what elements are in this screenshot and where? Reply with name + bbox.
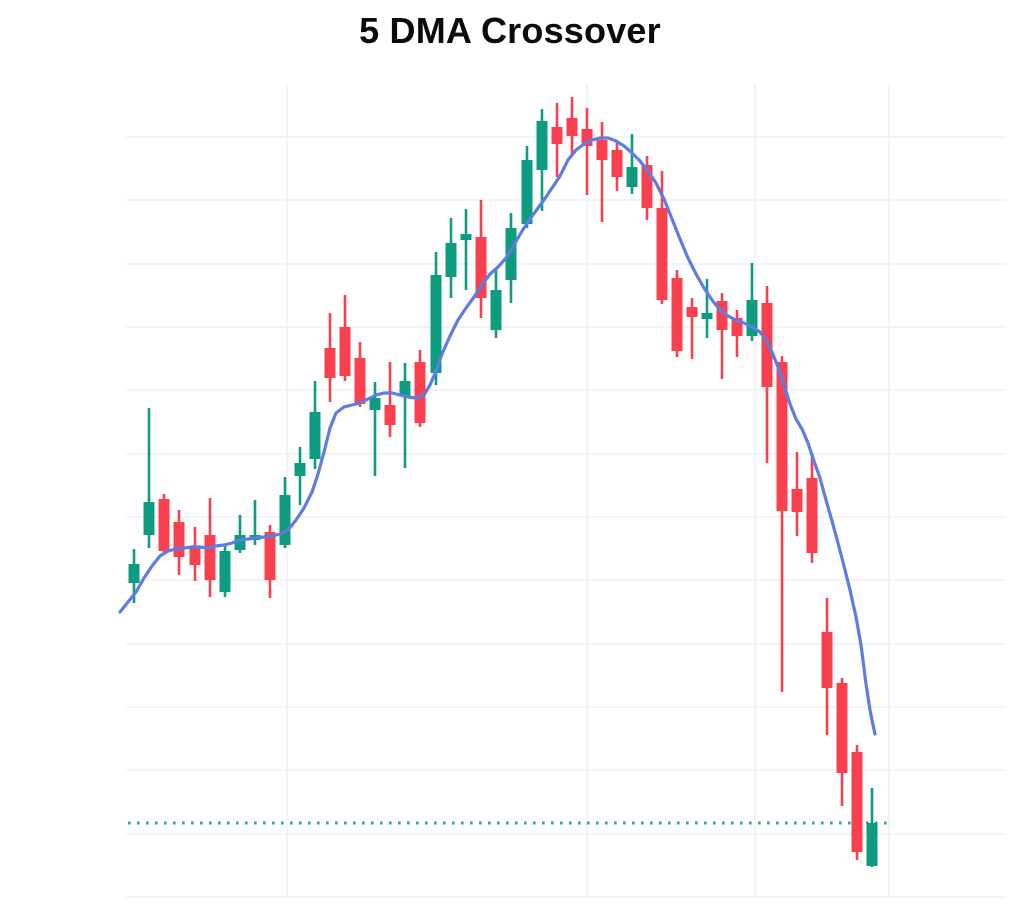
candle-body-up: [490, 290, 502, 330]
candle-body-down: [189, 547, 201, 565]
candle-body-up: [309, 412, 321, 459]
candle-body-down: [656, 208, 668, 300]
candle-body-up: [866, 823, 878, 866]
candle-body-up: [445, 243, 457, 277]
candle-body-down: [414, 362, 426, 423]
candle-body-up: [536, 121, 548, 170]
ma-line: [118, 136, 877, 736]
candle-body-down: [204, 535, 216, 580]
candle-body-down: [806, 478, 818, 553]
candle-body-up: [234, 535, 246, 550]
candle-body-down: [158, 499, 170, 551]
candle-body-down: [731, 318, 743, 336]
candle-body-down: [339, 327, 351, 376]
candle-body-up: [701, 313, 713, 319]
candle-body-up: [399, 381, 411, 396]
candle-body-up: [128, 564, 140, 583]
candle-body-up: [746, 300, 758, 336]
candle-body-down: [641, 165, 653, 208]
candle-body-down: [686, 307, 698, 317]
candle-body-down: [611, 150, 623, 177]
candle-body-down: [671, 278, 683, 351]
candle-body-down: [173, 522, 185, 557]
candle-body-down: [821, 632, 833, 688]
candle-body-down: [566, 118, 578, 136]
candle-body-up: [626, 167, 638, 187]
candle-body-down: [384, 405, 396, 425]
candle-body-down: [324, 348, 336, 378]
candle-body-up: [279, 495, 291, 545]
candle-body-down: [836, 683, 848, 773]
candle-body-up: [143, 502, 155, 535]
candle-body-down: [264, 532, 276, 580]
candle-body-up: [430, 275, 442, 373]
chart-title: 5 DMA Crossover: [359, 10, 661, 51]
candle-body-down: [581, 129, 593, 146]
candle-body-down: [716, 301, 728, 330]
candle-body-down: [776, 362, 788, 511]
candle-body-up: [294, 463, 306, 476]
candle-body-up: [505, 228, 517, 280]
candle-body-up: [369, 398, 381, 410]
candle-body-down: [475, 237, 487, 298]
candle-body-up: [521, 160, 533, 224]
candle-body-down: [354, 358, 366, 404]
candle-body-up: [460, 234, 472, 240]
candle-body-down: [791, 489, 803, 512]
candle-body-down: [851, 752, 863, 852]
candle-body-down: [551, 127, 563, 144]
candle-body-down: [596, 140, 608, 160]
candle-body-up: [219, 551, 231, 592]
